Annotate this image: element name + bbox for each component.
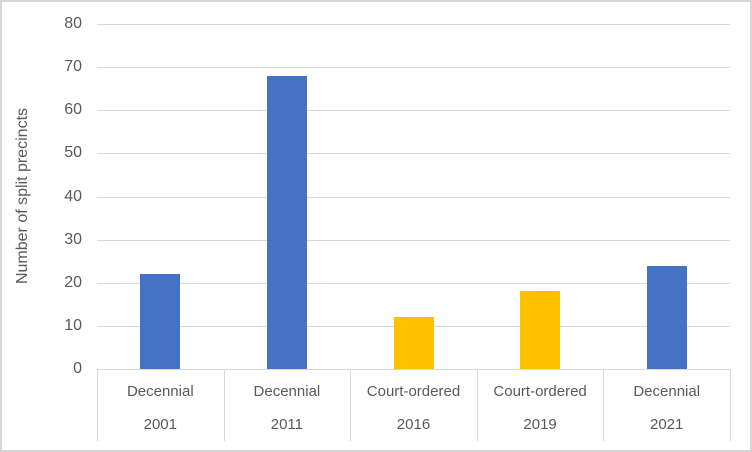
y-tick-label-40: 40 xyxy=(64,187,82,205)
gridline-30 xyxy=(97,239,730,241)
category-year-label: 2019 xyxy=(523,416,557,433)
y-tick-label-10: 10 xyxy=(64,316,82,334)
category-separator xyxy=(730,370,731,441)
y-axis-title-text: Number of split precincts xyxy=(14,107,31,285)
category-label-2019: Court-ordered 2019 xyxy=(477,369,604,441)
category-year-label: 2016 xyxy=(396,416,431,433)
category-year-label: 2011 xyxy=(270,416,304,433)
gridline-70 xyxy=(97,67,730,69)
category-type-label: Decennial xyxy=(126,383,194,400)
category-separator xyxy=(350,370,352,441)
y-tick-label-0: 0 xyxy=(73,360,82,377)
category-label-2001: Decennial 2001 xyxy=(97,369,224,441)
category-separator xyxy=(603,370,605,441)
y-tick-label-30: 30 xyxy=(64,230,82,248)
bar-decennial-2011 xyxy=(266,75,307,369)
gridline-20 xyxy=(97,282,730,284)
category-year-label: 2021 xyxy=(650,416,684,433)
bar-court-ordered-2019 xyxy=(520,291,561,369)
gridline-60 xyxy=(97,110,730,112)
y-tick-label-60: 60 xyxy=(64,101,82,119)
gridline-50 xyxy=(97,153,730,155)
category-label-2011: Decennial 2011 xyxy=(224,369,351,441)
bar-decennial-2001 xyxy=(140,274,181,369)
y-tick-label-70: 70 xyxy=(64,58,82,76)
y-tick-label-80: 80 xyxy=(64,15,82,32)
gridline-80 xyxy=(97,24,730,25)
y-tick-label-50: 50 xyxy=(64,144,82,162)
bar-court-ordered-2016 xyxy=(393,317,434,369)
gridline-40 xyxy=(97,196,730,198)
category-separator xyxy=(97,370,98,441)
category-year-label: 2001 xyxy=(143,416,177,433)
bar-decennial-2021 xyxy=(646,265,687,369)
x-axis-line xyxy=(97,369,730,370)
category-label-2021: Decennial 2021 xyxy=(603,369,730,441)
category-type-label: Court-ordered xyxy=(493,383,587,400)
y-tick-label-20: 20 xyxy=(64,273,82,291)
category-separator xyxy=(476,370,478,441)
category-label-2016: Court-ordered 2016 xyxy=(350,369,477,441)
category-type-label: Decennial xyxy=(253,383,321,400)
category-separator xyxy=(223,370,225,441)
category-type-label: Decennial xyxy=(633,383,701,400)
category-type-label: Court-ordered xyxy=(366,383,461,400)
